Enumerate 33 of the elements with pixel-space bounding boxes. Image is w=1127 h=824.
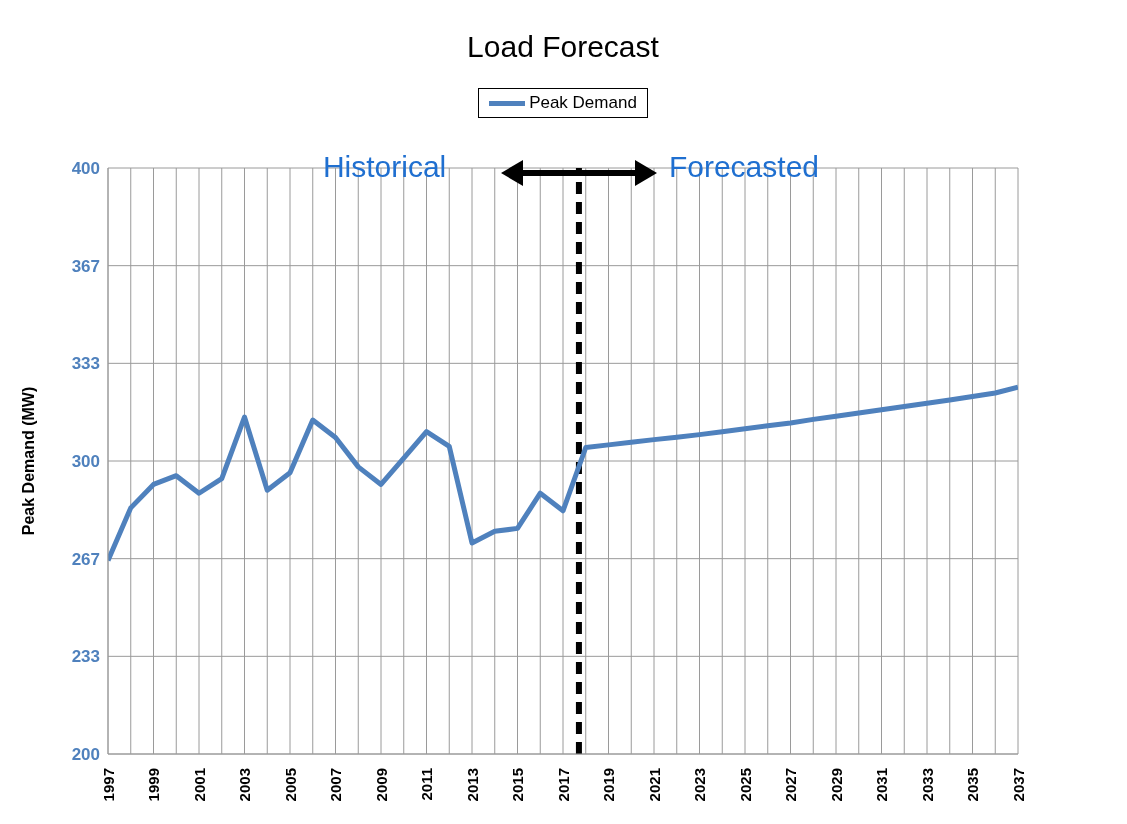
x-tick-label: 2021 bbox=[645, 768, 663, 802]
x-tick-label: 2003 bbox=[236, 768, 253, 802]
x-tick-label: 2001 bbox=[190, 768, 208, 802]
x-tick-label: 2023 bbox=[691, 768, 708, 802]
y-tick-label: 367 bbox=[71, 256, 100, 276]
x-tick-label: 2031 bbox=[873, 768, 890, 802]
x-tick-label: 2013 bbox=[463, 768, 481, 802]
x-tick-label: 1999 bbox=[145, 768, 162, 802]
x-tick-label: 2033 bbox=[918, 768, 936, 802]
x-tick-label: 1997 bbox=[99, 768, 117, 802]
chart-title: Load Forecast bbox=[466, 30, 660, 64]
x-tick-label: 2035 bbox=[964, 768, 981, 802]
y-tick-label: 267 bbox=[71, 549, 100, 569]
x-tick-label: 2019 bbox=[600, 768, 617, 802]
x-tick-label: 2005 bbox=[281, 768, 299, 802]
y-tick-label: 300 bbox=[71, 452, 100, 472]
x-tick-label: 2015 bbox=[509, 768, 526, 802]
y-axis-title: Peak Demand (MW) bbox=[19, 386, 37, 536]
x-tick-label: 2037 bbox=[1009, 768, 1027, 802]
x-tick-label: 2029 bbox=[827, 768, 845, 802]
y-tick-label: 233 bbox=[71, 647, 100, 667]
x-tick-label: 2027 bbox=[782, 768, 799, 802]
x-tick-label: 2017 bbox=[554, 768, 572, 802]
x-tick-label: 2025 bbox=[736, 768, 754, 802]
y-tick-label: 400 bbox=[71, 159, 100, 179]
x-tick-label: 2009 bbox=[372, 768, 390, 802]
y-tick-label: 200 bbox=[71, 745, 100, 765]
x-tick-label: 2007 bbox=[327, 768, 344, 802]
legend-label: Peak Demand bbox=[528, 93, 637, 113]
y-tick-label: 333 bbox=[71, 354, 100, 374]
annotation: Forecasted bbox=[668, 150, 819, 184]
annotation: Historical bbox=[322, 150, 447, 184]
x-tick-label: 2011 bbox=[418, 768, 435, 801]
